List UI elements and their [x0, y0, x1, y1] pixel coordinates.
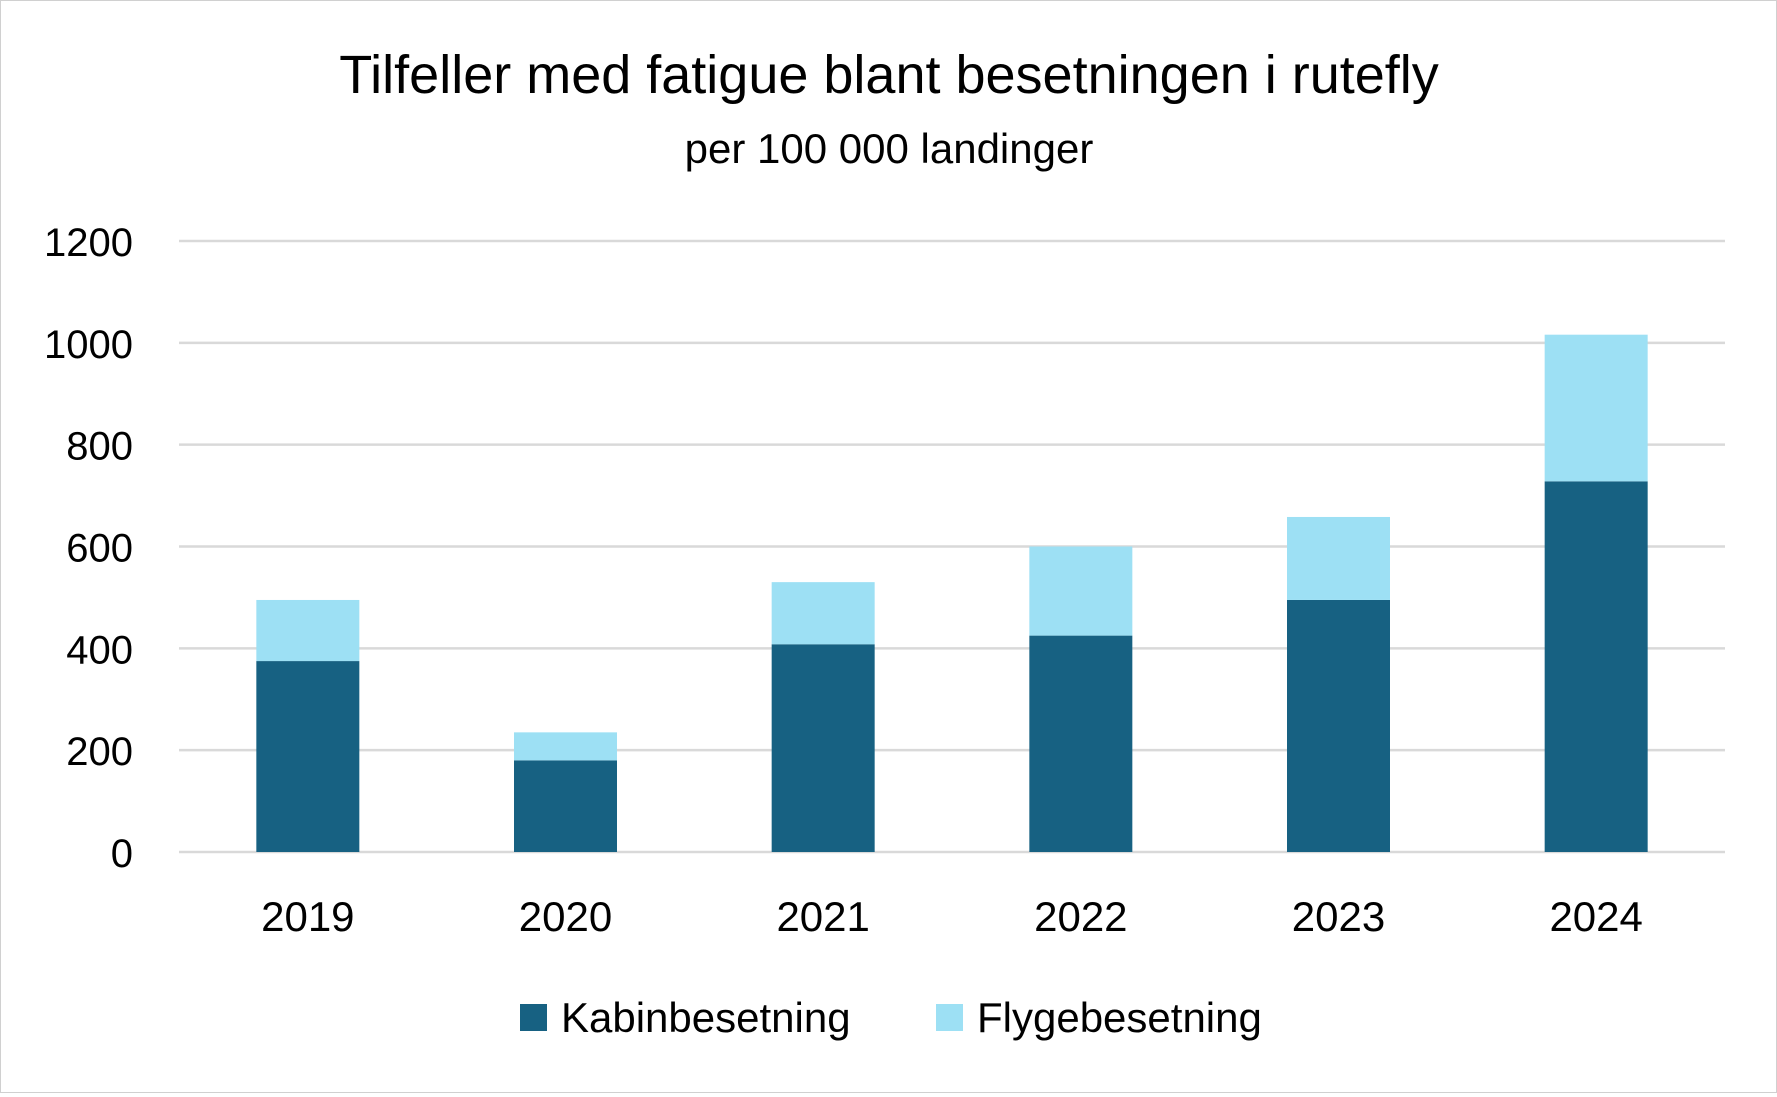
x-tick-label: 2022 — [1034, 893, 1127, 940]
chart-title: Tilfeller med fatigue blant besetningen … — [339, 45, 1439, 105]
bar-kabinbesetning-2022 — [1029, 635, 1133, 852]
legend-swatch-kabinbesetning — [520, 1004, 547, 1031]
bar-flygebesetning-2021 — [771, 582, 875, 645]
x-tick-label: 2024 — [1549, 893, 1642, 940]
x-axis-ticks: 2019 2020 2021 2022 2023 2024 — [261, 893, 1643, 940]
y-tick-label: 400 — [66, 628, 133, 672]
bar-kabinbesetning-2020 — [514, 760, 617, 852]
bar-kabinbesetning-2024 — [1544, 481, 1648, 852]
bars — [256, 334, 1648, 852]
y-tick-label: 600 — [66, 527, 133, 571]
bar-flygebesetning-2020 — [514, 732, 617, 761]
bar-kabinbesetning-2021 — [771, 644, 875, 852]
bar-flygebesetning-2022 — [1029, 546, 1133, 636]
x-tick-label: 2023 — [1292, 893, 1385, 940]
y-axis-ticks: 0 200 400 600 800 1000 1200 — [44, 221, 133, 876]
y-tick-label: 0 — [111, 832, 133, 876]
x-tick-label: 2021 — [776, 893, 869, 940]
y-tick-label: 1200 — [44, 221, 133, 265]
bar-kabinbesetning-2023 — [1287, 599, 1390, 852]
y-tick-label: 800 — [66, 425, 133, 469]
legend-label-flygebesetning: Flygebesetning — [977, 994, 1262, 1041]
legend-swatch-flygebesetning — [936, 1004, 963, 1031]
y-tick-label: 200 — [66, 730, 133, 774]
gridlines — [179, 239, 1725, 854]
bar-flygebesetning-2019 — [256, 599, 360, 662]
legend: Kabinbesetning Flygebesetning — [520, 994, 1262, 1041]
bar-flygebesetning-2023 — [1287, 516, 1390, 600]
x-tick-label: 2019 — [261, 893, 354, 940]
bar-flygebesetning-2024 — [1544, 334, 1648, 482]
x-tick-label: 2020 — [519, 893, 612, 940]
bar-kabinbesetning-2019 — [256, 661, 360, 852]
legend-label-kabinbesetning: Kabinbesetning — [561, 994, 851, 1041]
y-tick-label: 1000 — [44, 323, 133, 367]
chart-subtitle: per 100 000 landinger — [685, 125, 1094, 172]
